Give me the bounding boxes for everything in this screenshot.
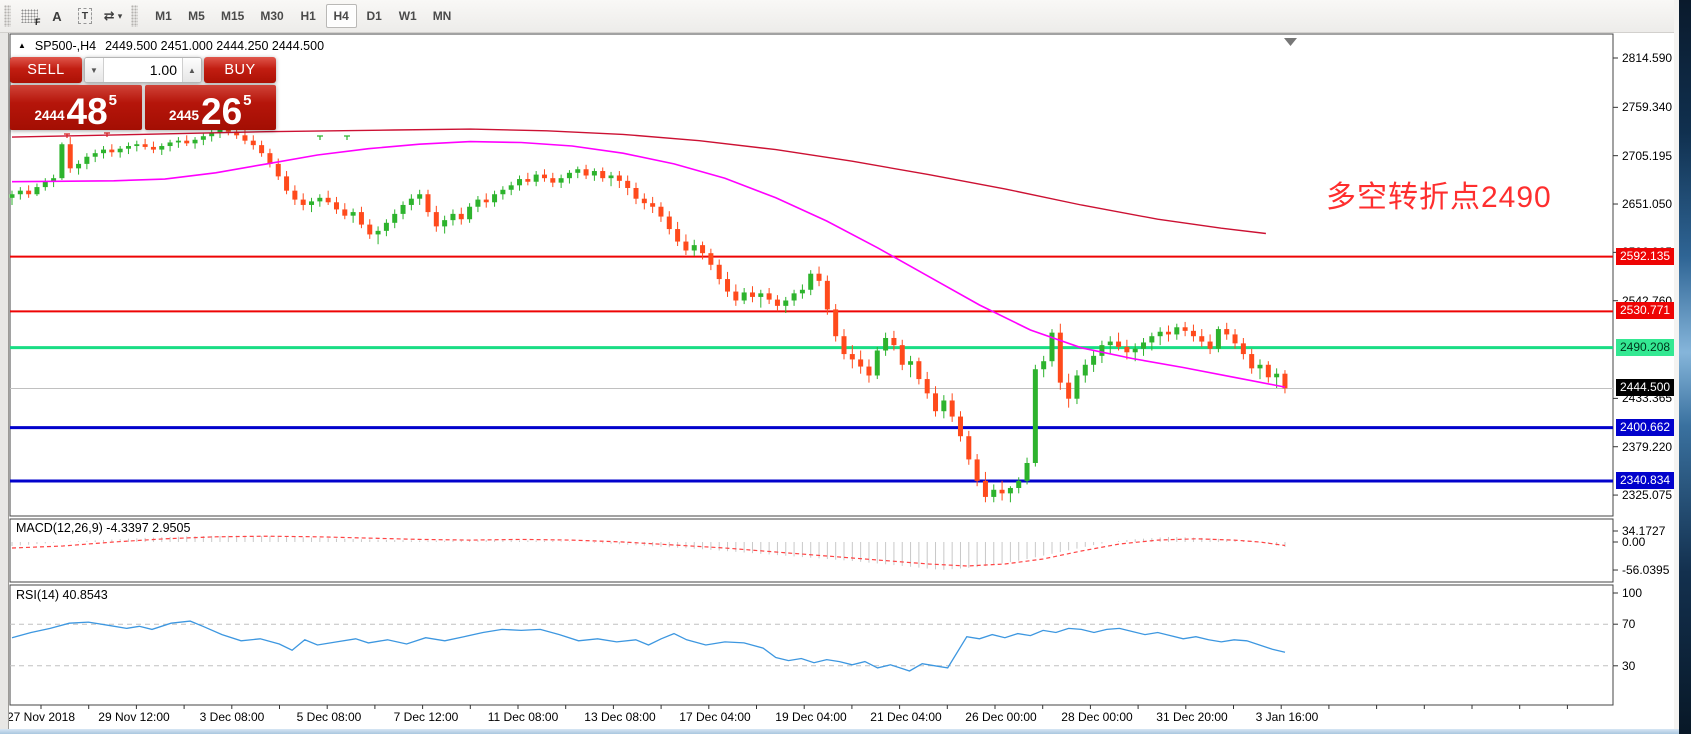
volume-input[interactable] — [104, 58, 182, 82]
x-axis-label: 27 Nov 2018 — [6, 710, 76, 724]
y-axis-label: 2325.075 — [1622, 488, 1673, 503]
rsi-indicator — [10, 620, 1613, 672]
one-click-trading-panel: SELL ▼ ▲ BUY 2444 48 5 2445 26 5 — [10, 57, 276, 130]
timeframe-button-w1[interactable]: W1 — [398, 9, 417, 23]
x-axis-label: 29 Nov 12:00 — [98, 710, 170, 724]
macd-axis-label: 34.1727 — [1622, 523, 1666, 538]
buy-price-big: 26 — [201, 90, 243, 132]
grid-icon: F — [20, 9, 41, 27]
timeframe-button-m15[interactable]: M15 — [221, 9, 245, 23]
volume-increase-button[interactable]: ▲ — [182, 58, 201, 82]
y-axis-label: 2651.050 — [1622, 197, 1673, 212]
x-axis-label: 13 Dec 08:00 — [584, 710, 656, 724]
text-box-icon[interactable]: T — [72, 4, 98, 28]
chart-annotation-text: 多空转折点2490 — [1326, 181, 1552, 214]
symbol-label: SP500-,H4 — [34, 39, 97, 53]
timeframe-button-m1[interactable]: M1 — [155, 9, 172, 23]
rsi-axis-label: 30 — [1622, 658, 1636, 673]
macd-axis-label: -56.0395 — [1622, 563, 1670, 578]
caret-down-icon: ▼ — [90, 65, 98, 75]
sell-price-sup: 5 — [108, 92, 118, 109]
macd-indicator — [11, 535, 1286, 570]
timeframe-button-mn[interactable]: MN — [432, 9, 452, 23]
x-axis-label: 19 Dec 04:00 — [775, 710, 847, 724]
y-axis-label: 2379.220 — [1622, 439, 1673, 454]
x-axis-label: 28 Dec 00:00 — [1061, 710, 1133, 724]
macd-label: MACD(12,26,9) -4.3397 2.9505 — [16, 521, 191, 535]
volume-decrease-button[interactable]: ▼ — [85, 58, 104, 82]
toolbar-grip[interactable] — [131, 5, 138, 27]
sell-price-big: 48 — [66, 90, 108, 132]
chart-header: ▲ SP500-,H4 2449.500 2451.000 2444.250 2… — [18, 39, 324, 53]
trade-mark-icon — [344, 135, 350, 140]
ohlc-values: 2449.500 2451.000 2444.250 2444.500 — [105, 39, 325, 53]
macd-panel-frame — [9, 518, 1614, 583]
price-level-badge: 2340.834 — [1616, 471, 1682, 489]
price-level-badge: 2490.208 — [1616, 338, 1682, 356]
buy-price-display[interactable]: 2445 26 5 — [144, 85, 276, 132]
x-axis-label: 3 Dec 08:00 — [199, 710, 265, 724]
volume-spinner: ▼ ▲ — [84, 57, 202, 83]
x-axis-label: 5 Dec 08:00 — [296, 710, 362, 724]
window-left-edge — [0, 33, 9, 734]
x-axis-label: 26 Dec 00:00 — [965, 710, 1037, 724]
candlesticks — [9, 123, 1288, 503]
timeframe-button-d1[interactable]: D1 — [366, 9, 382, 23]
horizontal-level-lines — [10, 255, 1613, 483]
price-chart-canvas[interactable] — [8, 33, 1676, 734]
timeframe-toolbar: M1 M5 M15 M30 H1 H4 D1 W1 MN — [148, 4, 458, 28]
crosshair-grid-icon[interactable]: F — [16, 4, 42, 28]
timeframe-button-m30[interactable]: M30 — [260, 9, 284, 23]
rsi-axis-label: 70 — [1622, 617, 1636, 632]
objects-arrange-icon[interactable]: ⇄ ▾ — [100, 4, 126, 28]
chart-shift-triangle-icon — [1284, 38, 1297, 46]
dropdown-caret-icon: ▾ — [117, 10, 123, 21]
x-axis-label: 17 Dec 04:00 — [679, 710, 751, 724]
sell-price-prefix: 2444 — [34, 108, 65, 123]
trade-mark-icon — [317, 135, 323, 140]
moving-averages — [11, 128, 1286, 388]
boxed-t-icon: T — [77, 8, 93, 24]
trade-mark-icon — [104, 132, 110, 137]
rsi-panel-frame — [9, 584, 1614, 706]
y-axis-label: 2814.590 — [1622, 51, 1673, 65]
window-right-border — [1674, 0, 1679, 734]
rsi-axis-label: 100 — [1622, 586, 1643, 600]
x-axis-label: 11 Dec 08:00 — [487, 710, 559, 724]
buy-price-sup: 5 — [243, 92, 252, 109]
arrows-icon: ⇄ — [103, 8, 115, 23]
x-axis-label: 21 Dec 04:00 — [870, 710, 942, 724]
timeframe-button-h4[interactable]: H4 — [325, 4, 357, 28]
y-axis-label: 2705.195 — [1622, 148, 1673, 163]
price-level-badge: 2530.771 — [1616, 302, 1682, 320]
x-axis-label: 7 Dec 12:00 — [393, 710, 459, 724]
window-bottom-frame — [0, 729, 1679, 734]
sell-button[interactable]: SELL — [10, 57, 82, 83]
desktop-edge-strip — [1679, 0, 1691, 734]
timeframe-button-m5[interactable]: M5 — [188, 9, 205, 23]
rsi-label: RSI(14) 40.8543 — [16, 588, 108, 602]
text-label-icon[interactable]: A — [52, 8, 62, 24]
forecast-letter: F — [35, 17, 41, 27]
timeframe-button-h1[interactable]: H1 — [300, 9, 316, 23]
caret-up-icon: ▲ — [188, 65, 196, 75]
y-axis-label: 2759.340 — [1622, 100, 1673, 115]
toolbar-grip[interactable] — [4, 5, 11, 27]
buy-price-prefix: 2445 — [168, 108, 200, 123]
current-price-badge: 2444.500 — [1616, 379, 1682, 397]
price-level-badge: 2400.662 — [1616, 418, 1682, 436]
collapse-triangle-icon[interactable]: ▲ — [18, 40, 26, 50]
macd-axis-label: 0.00 — [1622, 535, 1646, 549]
x-axis-label: 3 Jan 16:00 — [1255, 710, 1319, 724]
sell-price-display[interactable]: 2444 48 5 — [10, 85, 142, 130]
toolbar: F A T ⇄ ▾ M1 M5 M15 M30 H1 H4 D1 W1 MN — [0, 0, 1679, 33]
price-level-badge: 2592.135 — [1616, 247, 1682, 265]
buy-button[interactable]: BUY — [204, 57, 276, 83]
trade-mark-icon — [64, 133, 70, 138]
x-axis-label: 31 Dec 20:00 — [1156, 710, 1228, 724]
